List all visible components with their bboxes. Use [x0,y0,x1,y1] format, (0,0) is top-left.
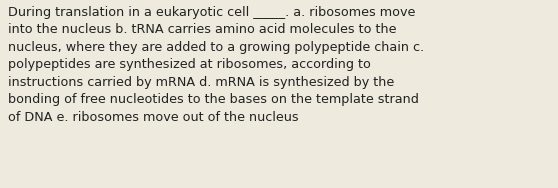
Text: During translation in a eukaryotic cell _____. a. ribosomes move
into the nucleu: During translation in a eukaryotic cell … [8,6,425,124]
